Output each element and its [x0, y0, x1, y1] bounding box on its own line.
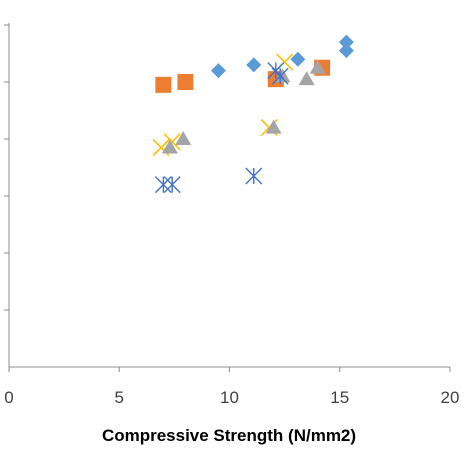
x-tick-label: 0 [4, 388, 13, 407]
triangle-point [309, 59, 326, 74]
diamond-point [338, 34, 354, 50]
square-point [155, 76, 172, 93]
diamond-point [210, 63, 226, 79]
asterisk-point [271, 67, 289, 85]
asterisk-point [163, 176, 181, 194]
asterisk-point [154, 176, 172, 194]
triangle-point [161, 139, 178, 154]
x-axis-title: Compressive Strength (N/mm2) [102, 426, 356, 445]
x-tick-label: 5 [115, 388, 124, 407]
asterisk-point [245, 167, 263, 185]
diamond-point [338, 43, 354, 59]
diamond-point [246, 57, 262, 73]
diamond-point [290, 51, 306, 67]
x-tick-label: 15 [330, 388, 349, 407]
x-tick-label: 20 [441, 388, 460, 407]
triangle-point [298, 71, 315, 86]
triangle-point [175, 131, 192, 145]
x-tick-labels: 0 5 10 15 20 [4, 388, 459, 407]
axes [4, 23, 451, 372]
data-points [152, 34, 354, 194]
triangle-point [265, 119, 282, 134]
x-tick-label: 10 [220, 388, 239, 407]
square-point [177, 74, 194, 90]
